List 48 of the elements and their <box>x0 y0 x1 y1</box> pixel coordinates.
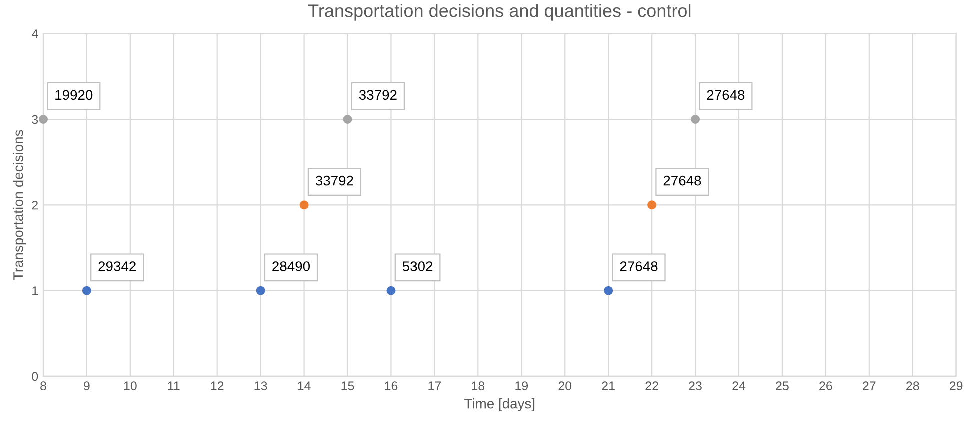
x-tick-label: 24 <box>732 382 746 390</box>
point <box>604 286 614 296</box>
chart-title: Transportation decisions and quantities - control <box>308 4 691 21</box>
x-tick-label: 17 <box>428 382 442 390</box>
point <box>38 115 48 124</box>
annotation: 27648 <box>707 90 745 100</box>
x-tick-label: 29 <box>950 382 963 391</box>
point <box>386 286 396 296</box>
x-tick-label: 13 <box>254 382 268 391</box>
x-tick-label: 16 <box>385 382 398 391</box>
x-tick-label: 12 <box>211 382 224 390</box>
x-tick-label: 19 <box>516 382 528 391</box>
x-tick-label: 26 <box>820 382 832 391</box>
y-tick-label: 1 <box>32 286 38 296</box>
annotation: 19920 <box>56 90 93 100</box>
point <box>343 115 352 124</box>
y-tick-label: 4 <box>32 30 38 38</box>
annotation: 5302 <box>402 262 433 272</box>
x-tick-label: 27 <box>863 382 876 390</box>
x-tick-label: 23 <box>689 382 702 391</box>
y-tick-label: 2 <box>32 200 38 210</box>
point <box>82 286 92 296</box>
x-tick-label: 14 <box>298 382 311 390</box>
x-tick-label: 25 <box>776 382 789 391</box>
annotation: 29342 <box>98 262 136 272</box>
x-tick-label: 22 <box>646 382 658 390</box>
point <box>256 286 266 296</box>
x-tick-label: 15 <box>342 382 354 391</box>
x-tick-label: 10 <box>124 382 137 391</box>
x-tick-label: 20 <box>558 382 572 391</box>
annotation: 28490 <box>272 262 310 272</box>
y-tick-label: 3 <box>32 115 38 124</box>
x-tick-label: 8 <box>40 382 46 391</box>
x-tick-label: 28 <box>906 382 920 391</box>
x-tick-label: 18 <box>472 382 485 391</box>
point <box>300 200 309 210</box>
point <box>648 200 657 210</box>
annotation: 33792 <box>359 90 397 100</box>
y-tick-label: 0 <box>32 372 38 382</box>
y-axis-title: Transportation decisions <box>13 130 26 280</box>
x-axis-title: Time [days] <box>464 398 535 412</box>
annotation: 27648 <box>620 262 658 272</box>
x-tick-label: 21 <box>602 382 615 390</box>
x-tick-label: 9 <box>84 382 90 391</box>
x-tick-label: 11 <box>168 382 180 390</box>
annotation: 33792 <box>316 176 354 186</box>
point <box>691 115 700 124</box>
annotation: 27648 <box>664 176 702 186</box>
